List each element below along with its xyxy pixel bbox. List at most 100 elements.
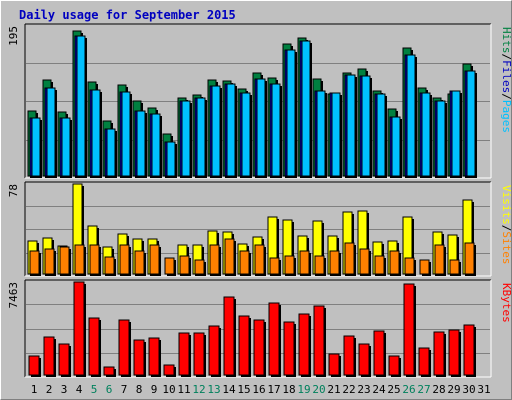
x-tick-label-day-24: 24: [372, 383, 386, 396]
panel-1-bar-sites-day-19: [299, 250, 310, 275]
panel-1-bar-sites-day-24: [374, 255, 385, 275]
panel-1-bar-sites-day-14: [224, 238, 235, 275]
panel-0-bar-pages-day-1: [31, 117, 41, 177]
x-tick-label-day-25: 25: [387, 383, 400, 396]
panel-1-legend-item-1: /: [500, 225, 512, 232]
panel-0-bar-pages-day-12: [196, 97, 206, 177]
panel-2-legend: KBytes: [500, 283, 512, 323]
panel-2-bar-kbytes-day-11: [178, 332, 190, 376]
panel-0-legend-item-4: Pages: [500, 100, 512, 133]
panel-2-bar-kbytes-day-14: [223, 296, 235, 376]
x-tick-label-day-16: 16: [252, 383, 265, 396]
panel-2-bar-kbytes-day-18: [283, 321, 295, 376]
panel-0-bar-pages-day-18: [286, 49, 296, 177]
panel-1-max-label: 78: [7, 184, 20, 197]
panel-1-bar-sites-day-7: [119, 244, 130, 275]
x-tick-label-day-27: 27: [417, 383, 430, 396]
panel-0-bar-pages-day-13: [211, 85, 221, 177]
panel-1-legend-item-0: Visits: [500, 185, 512, 225]
x-tick-label-day-21: 21: [327, 383, 340, 396]
panel-2-bar-kbytes-day-2: [43, 336, 55, 376]
panel-2-bar-kbytes-day-20: [313, 305, 325, 376]
panel-0-bar-pages-day-24: [376, 93, 386, 177]
panel-0-bar-pages-day-25: [391, 116, 401, 177]
panel-0-bar-pages-day-8: [136, 110, 146, 177]
x-tick-label-day-11: 11: [177, 383, 190, 396]
panel-2-bar-kbytes-day-30: [463, 324, 475, 376]
chart-title: Daily usage for September 2015: [19, 8, 236, 22]
panel-0-bar-pages-day-22: [346, 74, 356, 177]
panel-1-bar-sites-day-20: [314, 255, 325, 275]
panel-1-legend-item-2: Sites: [500, 231, 512, 264]
panel-0-legend: Hits/Files/Pages: [500, 27, 512, 133]
panel-0-bar-pages-day-2: [46, 87, 56, 177]
panel-1-bar-sites-day-3: [59, 246, 70, 275]
x-tick-label-day-10: 10: [162, 383, 175, 396]
panel-0-bar-pages-day-19: [301, 40, 311, 177]
panel-2-bar-kbytes-day-1: [28, 355, 40, 376]
x-tick-label-day-22: 22: [342, 383, 355, 396]
panel-0-bar-pages-day-27: [421, 92, 431, 177]
panel-1-bar-sites-day-12: [194, 259, 205, 275]
x-tick-label-day-5: 5: [91, 383, 98, 396]
panel-2-bar-kbytes-day-6: [103, 366, 115, 376]
panel-1-bar-sites-day-26: [404, 257, 415, 275]
x-tick-label-day-18: 18: [282, 383, 295, 396]
panel-2-bar-kbytes-day-25: [388, 355, 400, 376]
panel-2-bar-kbytes-day-28: [433, 331, 445, 376]
panel-1-bar-sites-day-5: [89, 244, 100, 275]
panel-0-bar-pages-day-17: [271, 83, 281, 177]
x-tick-label-day-26: 26: [402, 383, 415, 396]
panel-2-legend-item-0: KBytes: [500, 283, 512, 323]
panel-2-bar-kbytes-day-13: [208, 325, 220, 376]
panel-1-bar-sites-day-15: [239, 250, 250, 275]
panel-2-bar-kbytes-day-12: [193, 332, 205, 376]
panel-2-bar-kbytes-day-19: [298, 313, 310, 376]
panel-1-bar-sites-day-9: [149, 244, 160, 275]
panel-2-bar-kbytes-day-23: [358, 343, 370, 376]
x-tick-label-day-13: 13: [207, 383, 220, 396]
panel-2-bar-kbytes-day-7: [118, 319, 130, 376]
panel-0-bar-pages-day-14: [226, 83, 236, 177]
panel-0-bar-pages-day-4: [76, 35, 86, 177]
panel-2-bar-kbytes-day-26: [403, 283, 415, 376]
panel-2-bar-kbytes-day-15: [238, 315, 250, 376]
panel-0-bar-pages-day-21: [331, 92, 341, 177]
x-tick-label-day-1: 1: [31, 383, 38, 396]
panel-0-bar-pages-day-3: [61, 117, 71, 177]
panel-0-bar-pages-day-5: [91, 89, 101, 177]
panel-2-bar-kbytes-day-16: [253, 319, 265, 376]
panel-2-bar-kbytes-day-27: [418, 347, 430, 376]
panel-1-bar-sites-day-18: [284, 255, 295, 275]
panel-0-bar-pages-day-16: [256, 78, 266, 177]
panel-1-bar-sites-day-2: [44, 248, 55, 275]
x-tick-label-day-4: 4: [76, 383, 83, 396]
panel-1-bar-sites-day-25: [389, 250, 400, 275]
panel-1-bar-sites-day-29: [449, 259, 460, 275]
x-tick-label-day-17: 17: [267, 383, 280, 396]
x-tick-label-day-3: 3: [61, 383, 68, 396]
x-tick-label-day-31: 31: [477, 383, 490, 396]
panel-0-bar-pages-day-26: [406, 54, 416, 177]
panel-0-legend-item-3: /: [500, 93, 512, 100]
panel-1-bar-sites-day-17: [269, 257, 280, 275]
panel-0-bar-pages-day-6: [106, 128, 116, 177]
panel-2-bar-kbytes-day-3: [58, 343, 70, 376]
x-tick-label-day-2: 2: [46, 383, 53, 396]
panel-2-bar-kbytes-day-22: [343, 335, 355, 376]
panel-1-bar-sites-day-30: [464, 242, 475, 275]
x-tick-label-day-28: 28: [432, 383, 445, 396]
x-tick-label-day-29: 29: [447, 383, 460, 396]
x-tick-label-day-14: 14: [222, 383, 236, 396]
panel-1-bar-sites-day-22: [344, 242, 355, 275]
panel-1-bar-sites-day-28: [434, 244, 445, 275]
panel-1-bar-sites-day-8: [134, 250, 145, 275]
panel-0-max-label: 195: [7, 26, 20, 46]
x-tick-label-day-23: 23: [357, 383, 370, 396]
panel-2-bar-kbytes-day-8: [133, 339, 145, 376]
panel-2-bar-kbytes-day-10: [163, 364, 175, 376]
panel-2-bar-kbytes-day-17: [268, 302, 280, 376]
x-tick-label-day-20: 20: [312, 383, 325, 396]
panel-1-bar-sites-day-16: [254, 244, 265, 275]
